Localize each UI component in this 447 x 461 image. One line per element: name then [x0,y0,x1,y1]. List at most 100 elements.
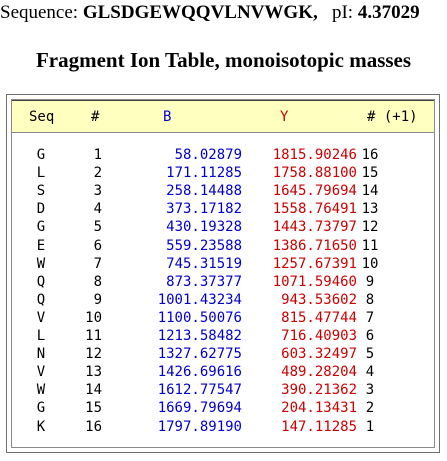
cell-rev: 5 [365,346,375,363]
cell-rev: 16 [361,147,379,163]
sequence-value: GLSDGEWQQVLNVWGK, [82,2,318,23]
table-row: L 11 1213.58482 716.40903 6 [12,328,434,346]
cell-rev: 11 [361,237,379,254]
cell-b: 171.11285 [166,165,242,182]
table-row: Q 9 1001.43234 943.53602 8 [12,292,434,310]
cell-num: 16 [85,418,102,435]
table-row: W 7 745.31519 1257.67391 10 [12,256,434,274]
table-row: D 4 373.17182 1558.76491 13 [12,201,434,219]
header-num: # [91,109,100,125]
cell-num: 1 [93,147,102,163]
pi-value: 4.37029 [357,2,420,23]
cell-seq: G [36,400,46,417]
header-seq: Seq [29,109,55,125]
cell-y: 716.40903 [281,328,357,344]
fragment-ion-table: Seq # B Y # (+1) G 1 58.02879 1815.90246 16 L… [6,94,440,453]
table-row: K 16 1797.89190 147.11285 1 [12,419,434,437]
cell-rev: 1 [365,418,375,435]
table-row: E 6 559.23588 1386.71650 11 [12,238,434,256]
cell-y: 815.47744 [281,309,357,326]
cell-b: 1327.62775 [157,346,242,363]
cell-num: 5 [93,219,102,236]
table-row: N 12 1327.62775 603.32497 5 [12,346,434,364]
cell-num: 6 [93,237,102,254]
cell-seq: S [36,183,46,200]
cell-rev: 6 [365,328,375,344]
cell-num: 15 [85,400,102,417]
cell-rev: 9 [365,273,375,290]
cell-b: 258.14488 [166,183,242,200]
cell-num: 14 [85,382,102,399]
cell-num: 11 [85,328,102,344]
table-row: W 14 1612.77547 390.21362 3 [12,382,434,400]
cell-b: 1100.50076 [157,309,242,326]
cell-rev: 8 [365,291,375,308]
header-rev: # (+1) [367,109,418,125]
cell-seq: N [36,346,46,363]
cell-y: 1558.76491 [272,201,357,218]
cell-y: 489.28204 [281,364,357,381]
cell-rev: 12 [361,219,379,236]
cell-seq: G [36,219,46,236]
cell-seq: L [36,328,46,344]
cell-b: 1797.89190 [157,418,242,435]
cell-rev: 15 [361,165,379,182]
cell-rev: 13 [361,201,379,218]
cell-y: 603.32497 [281,346,357,363]
cell-b: 1426.69616 [157,364,242,381]
table-row: G 15 1669.79694 204.13431 2 [12,400,434,418]
header-y: Y [280,109,289,125]
cell-seq: W [36,382,46,399]
cell-seq: W [36,255,46,272]
cell-rev: 14 [361,183,379,200]
cell-b: 559.23588 [166,237,242,254]
cell-b: 58.02879 [174,147,242,163]
cell-seq: K [36,418,46,435]
cell-b: 430.19328 [166,219,242,236]
header-b: B [163,109,172,125]
cell-b: 1213.58482 [157,328,242,344]
cell-b: 1612.77547 [157,382,242,399]
cell-y: 1443.73797 [272,219,357,236]
cell-num: 13 [85,364,102,381]
sequence-label: Sequence: [0,2,79,23]
pi-label: pI: [331,2,354,23]
cell-seq: D [36,201,46,218]
cell-b: 1001.43234 [157,291,242,308]
cell-y: 204.13431 [281,400,357,417]
cell-num: 8 [93,273,102,290]
cell-y: 390.21362 [281,382,357,399]
cell-b: 745.31519 [166,255,242,272]
cell-y: 1815.90246 [272,147,357,163]
sequence-line: Sequence: GLSDGEWQQVLNVWGK, pI: 4.37029 [0,2,420,24]
cell-rev: 7 [365,309,375,326]
cell-b: 873.37377 [166,273,242,290]
table-row: L 2 171.11285 1758.88100 15 [12,165,434,183]
cell-seq: G [36,147,46,163]
cell-num: 4 [93,201,102,218]
cell-rev: 10 [361,255,379,272]
table-row: Q 8 873.37377 1071.59460 9 [12,274,434,292]
cell-seq: V [36,364,46,381]
table-row: S 3 258.14488 1645.79694 14 [12,183,434,201]
cell-y: 1645.79694 [272,183,357,200]
cell-num: 2 [93,165,102,182]
cell-seq: V [36,309,46,326]
cell-num: 12 [85,346,102,363]
cell-num: 9 [93,291,102,308]
cell-y: 1386.71650 [272,237,357,254]
cell-rev: 3 [365,382,375,399]
table-inner: Seq # B Y # (+1) G 1 58.02879 1815.90246 16 L… [11,99,435,448]
cell-rev: 2 [365,400,375,417]
table-row: V 10 1100.50076 815.47744 7 [12,310,434,328]
cell-y: 147.11285 [281,418,357,435]
cell-y: 1257.67391 [272,255,357,272]
cell-b: 373.17182 [166,201,242,218]
cell-seq: E [36,237,46,254]
cell-num: 7 [93,255,102,272]
page-title: Fragment Ion Table, monoisotopic masses [35,48,412,72]
table-header: Seq # B Y # (+1) [12,100,434,133]
table-row: G 5 430.19328 1443.73797 12 [12,219,434,237]
table-row: G 1 58.02879 1815.90246 16 [12,147,434,165]
cell-seq: Q [36,273,46,290]
